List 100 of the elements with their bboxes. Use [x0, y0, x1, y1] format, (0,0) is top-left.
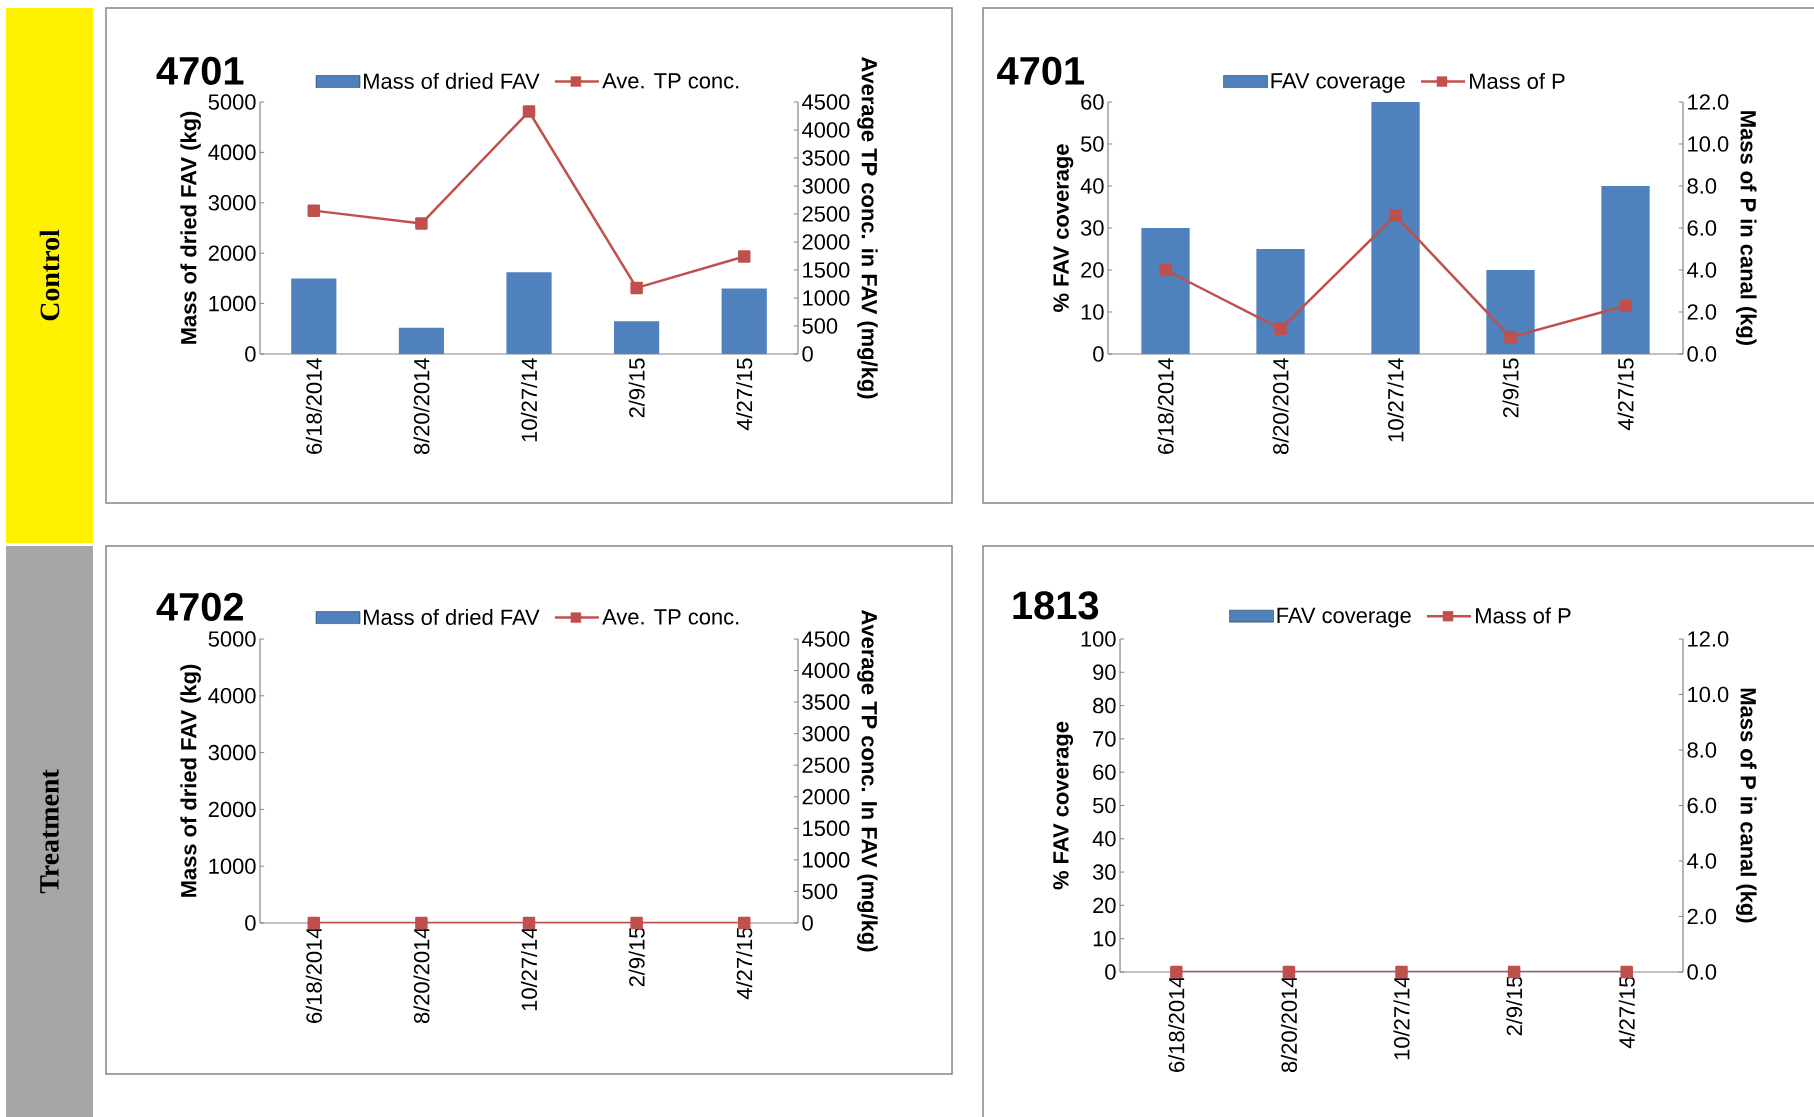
- x-tick-label: 4/27/15: [736, 358, 753, 431]
- y-tick-label: 3000: [208, 744, 256, 761]
- y2-tick-label: 4.0: [1687, 853, 1717, 869]
- bar: [721, 288, 767, 354]
- y-tick-label: 5000: [208, 94, 256, 110]
- y2-tick-label: 3000: [802, 725, 850, 742]
- legend-label: Mass of dried FAV: [364, 608, 540, 626]
- y2-tick-label: 2000: [802, 234, 850, 250]
- point: [1504, 330, 1517, 344]
- y-tick-label: 1000: [209, 858, 256, 874]
- y-tick-label: 1000: [209, 295, 256, 312]
- bar: [398, 327, 444, 354]
- y2-tick-label: 2.0: [1687, 908, 1717, 925]
- legend-label: Ave. TP conc.: [602, 609, 739, 625]
- y2-tick-label: 2.0: [1687, 304, 1717, 320]
- x-tick-label: 10/27/14: [1393, 976, 1410, 1060]
- chart-title: 4701: [997, 56, 1085, 85]
- x-tick-label: 6/18/2014: [1157, 358, 1174, 454]
- bar: [1371, 101, 1420, 354]
- y-tick-label: 80: [1093, 697, 1116, 714]
- y2-tick-label: 2500: [802, 757, 850, 773]
- y-tick-label: 20: [1081, 262, 1104, 278]
- legend-label: Mass of dried FAV: [364, 72, 540, 89]
- chart-title: 4702: [156, 592, 243, 621]
- text: Treatment: [40, 769, 59, 894]
- x-tick-label: 10/27/14: [1387, 358, 1404, 442]
- y-tick-label: 2000: [208, 801, 256, 818]
- x-tick-label: 2/9/15: [628, 927, 645, 987]
- chart-title: 4701: [156, 56, 244, 85]
- point: [1274, 322, 1287, 336]
- x-tick-label: 10/27/14: [520, 927, 538, 1011]
- y2-tick-label: 0.0: [1687, 346, 1717, 362]
- y2-tick-label: 1000: [803, 852, 850, 868]
- y-tick-label: 70: [1093, 731, 1116, 747]
- y2-tick-label: 3500: [802, 694, 850, 710]
- x-tick-label: 8/20/2014: [413, 927, 430, 1024]
- y-tick-label: 10: [1081, 304, 1104, 320]
- x-tick-label: 8/20/2014: [1272, 358, 1289, 455]
- y-tick-label: 50: [1080, 136, 1104, 152]
- y2-tick-label: 1500: [803, 262, 850, 278]
- y2-tick-label: 4000: [802, 662, 850, 679]
- x-tick-label: 6/18/2014: [1168, 976, 1185, 1072]
- y-axis-title: % FAV coverage: [1053, 144, 1074, 312]
- bar: [614, 321, 660, 354]
- y2-tick-label: 6.0: [1687, 220, 1717, 236]
- y-tick-label: 30: [1080, 220, 1104, 236]
- legend-label: FAV coverage: [1277, 607, 1411, 628]
- x-tick-label: 4/27/15: [736, 927, 753, 1000]
- x-tick-label: 4/27/15: [1617, 358, 1634, 431]
- y-tick-label: 30: [1092, 864, 1116, 880]
- bar: [291, 278, 337, 354]
- y-tick-label: 4000: [208, 144, 256, 161]
- y2-tick-label: 10.0: [1688, 136, 1729, 152]
- y-tick-label: 90: [1093, 664, 1116, 681]
- y-tick-label: 0: [1093, 346, 1104, 362]
- y2-axis-title: Average TP conc. in FAV (mg/kg): [857, 57, 878, 399]
- y2-tick-label: 3500: [802, 150, 850, 166]
- y2-tick-label: 10.0: [1688, 686, 1729, 703]
- point: [415, 217, 428, 230]
- y-tick-label: 60: [1093, 764, 1116, 780]
- y-tick-label: 4000: [208, 688, 256, 704]
- x-tick-label: 10/27/14: [520, 358, 538, 442]
- chart-title: 1813: [1013, 591, 1099, 620]
- y2-tick-label: 4000: [802, 122, 850, 138]
- point: [630, 281, 643, 295]
- y2-tick-label: 12.0: [1688, 631, 1729, 647]
- y2-tick-label: 0.0: [1687, 964, 1717, 980]
- point: [522, 105, 536, 118]
- x-tick-label: 4/27/15: [1618, 976, 1635, 1049]
- text: Control: [39, 229, 60, 321]
- bar: [506, 272, 552, 354]
- legend-label: Mass of P: [1476, 607, 1571, 624]
- y2-tick-label: 2000: [802, 789, 850, 805]
- legend-label: Mass of P: [1470, 72, 1565, 89]
- y2-tick-label: 6.0: [1687, 797, 1717, 814]
- y2-tick-label: 4500: [802, 631, 850, 647]
- y2-axis-title: Mass of P in canal (kg): [1736, 688, 1757, 923]
- point: [307, 204, 321, 217]
- y2-tick-label: 12.0: [1688, 94, 1729, 110]
- y-tick-label: 5000: [208, 631, 256, 647]
- x-tick-label: 2/9/15: [1502, 358, 1519, 418]
- y-tick-label: 0: [245, 346, 256, 362]
- bar: [1256, 248, 1305, 354]
- x-tick-label: 2/9/15: [628, 358, 645, 418]
- y2-tick-label: 4.0: [1687, 262, 1717, 278]
- y-tick-label: 0: [245, 915, 256, 931]
- y2-axis-title: Average TP conc. In FAV (mg/kg): [857, 610, 878, 952]
- y-axis-title: Mass of dried FAV (kg): [180, 111, 201, 344]
- y-tick-label: 60: [1081, 94, 1104, 110]
- x-tick-label: 2/9/15: [1506, 976, 1523, 1036]
- y-tick-label: 40: [1080, 178, 1104, 194]
- y-tick-label: 40: [1092, 831, 1116, 847]
- point: [1619, 299, 1632, 312]
- y2-tick-label: 0: [802, 915, 813, 931]
- x-tick-label: 6/18/2014: [305, 358, 322, 454]
- y-tick-label: 100: [1081, 631, 1116, 647]
- y2-axis-title: Mass of P in canal (kg): [1736, 111, 1757, 346]
- y2-tick-label: 4500: [802, 94, 850, 110]
- y2-tick-label: 1500: [803, 820, 850, 837]
- y-tick-label: 3000: [208, 195, 256, 211]
